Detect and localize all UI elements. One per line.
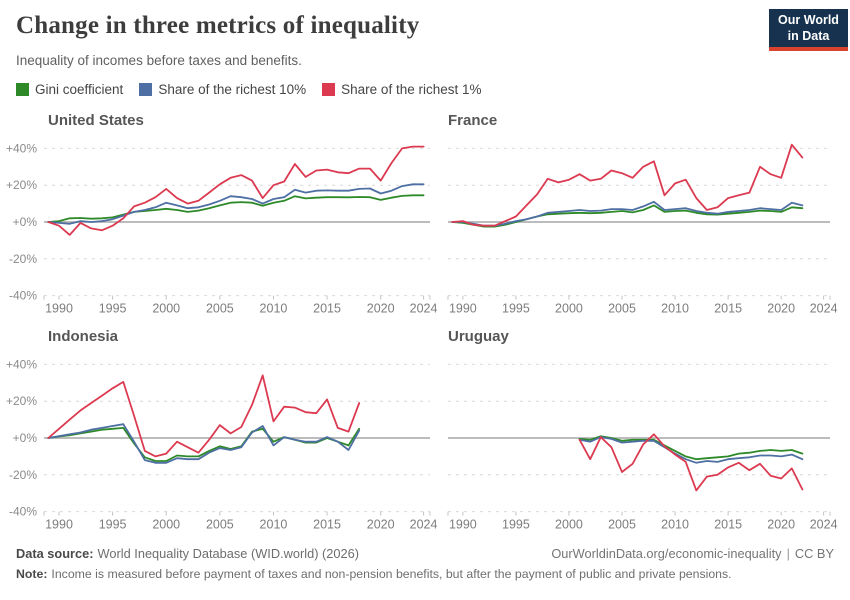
note-label: Note:: [16, 567, 48, 581]
svg-text:2020: 2020: [367, 302, 395, 316]
svg-text:2005: 2005: [608, 518, 636, 532]
svg-text:2000: 2000: [555, 518, 583, 532]
svg-text:2000: 2000: [152, 518, 180, 532]
footer-source: Data source: World Inequality Database (W…: [16, 546, 359, 561]
chart-title-france: France: [448, 112, 498, 129]
indonesia-plot: +40% +20% +0% -20% -40% 1990 1995 2000 2005 2010 2…: [6, 357, 438, 532]
svg-text:+0%: +0%: [13, 431, 38, 445]
svg-text:2000: 2000: [152, 302, 180, 316]
svg-text:2010: 2010: [260, 518, 288, 532]
svg-text:1990: 1990: [45, 302, 73, 316]
svg-text:2020: 2020: [767, 302, 795, 316]
svg-text:+20%: +20%: [6, 394, 37, 408]
svg-text:+40%: +40%: [6, 141, 37, 155]
svg-text:2020: 2020: [367, 518, 395, 532]
top10-swatch-icon: [139, 83, 153, 96]
svg-text:1990: 1990: [449, 302, 477, 316]
svg-text:2010: 2010: [260, 302, 288, 316]
svg-text:1995: 1995: [99, 518, 127, 532]
legend: Gini coefficient Share of the richest 10…: [16, 82, 481, 97]
chart-title-uruguay: Uruguay: [448, 328, 509, 345]
footer-divider: |: [786, 546, 790, 561]
svg-text:2024: 2024: [810, 302, 838, 316]
svg-text:1995: 1995: [502, 518, 530, 532]
svg-text:2024: 2024: [410, 518, 438, 532]
page-subtitle: Inequality of incomes before taxes and b…: [16, 53, 302, 68]
owid-logo[interactable]: Our World in Data: [769, 9, 848, 51]
svg-text:2015: 2015: [714, 518, 742, 532]
owid-logo-line1: Our World: [778, 12, 839, 27]
legend-label-top1: Share of the richest 1%: [341, 82, 482, 97]
svg-text:1995: 1995: [502, 302, 530, 316]
data-source-text: World Inequality Database (WID.world) (2…: [97, 546, 360, 561]
chart-indonesia: Indonesia +40% +20% +0% -20% -40% 1990 1995 200…: [0, 324, 438, 532]
footer-attribution: OurWorldinData.org/economic-inequality | C…: [551, 546, 834, 561]
svg-text:2005: 2005: [608, 302, 636, 316]
svg-text:+40%: +40%: [6, 357, 37, 371]
svg-text:2000: 2000: [555, 302, 583, 316]
footer-note: Note: Income is measured before payment o…: [16, 567, 836, 581]
footer-license: CC BY: [794, 546, 834, 561]
chart-title-indonesia: Indonesia: [48, 328, 119, 345]
svg-text:2020: 2020: [767, 518, 795, 532]
svg-text:-40%: -40%: [9, 289, 37, 303]
svg-text:+20%: +20%: [6, 178, 37, 192]
france-plot: 1990 1995 2000 2005 2010 2015 2020 2024: [447, 143, 838, 316]
legend-label-top10: Share of the richest 10%: [158, 82, 307, 97]
chart-united-states: United States +40% +20% +0% -20% -40% 1990 199…: [0, 108, 438, 316]
legend-item-gini: Gini coefficient: [16, 82, 123, 97]
legend-item-top10: Share of the richest 10%: [139, 82, 306, 97]
chart-france: France 1990 1995 2000 2005 2010 2015 2020 2024: [436, 108, 850, 316]
svg-text:+0%: +0%: [13, 215, 38, 229]
svg-text:2005: 2005: [206, 518, 234, 532]
svg-text:2010: 2010: [661, 518, 689, 532]
gini-swatch-icon: [16, 83, 29, 96]
data-source-label: Data source:: [16, 546, 94, 561]
svg-text:1995: 1995: [99, 302, 127, 316]
chart-title-united-states: United States: [48, 112, 144, 129]
svg-text:2015: 2015: [313, 518, 341, 532]
page-title: Change in three metrics of inequality: [16, 12, 420, 39]
chart-uruguay: Uruguay 1990 1995 2000 2005 2010 2015 2020 2024: [436, 324, 850, 532]
svg-text:2015: 2015: [714, 302, 742, 316]
svg-text:-20%: -20%: [9, 252, 37, 266]
svg-text:1990: 1990: [449, 518, 477, 532]
top1-swatch-icon: [322, 83, 336, 96]
uruguay-plot: 1990 1995 2000 2005 2010 2015 2020 2024: [447, 363, 838, 532]
svg-text:-40%: -40%: [9, 505, 37, 519]
note-text: Income is measured before payment of tax…: [51, 567, 732, 581]
svg-text:2005: 2005: [206, 302, 234, 316]
svg-text:2024: 2024: [810, 518, 838, 532]
svg-text:2015: 2015: [313, 302, 341, 316]
legend-item-top1: Share of the richest 1%: [322, 82, 481, 97]
svg-text:1990: 1990: [45, 518, 73, 532]
svg-text:-20%: -20%: [9, 468, 37, 482]
owid-logo-line2: in Data: [787, 29, 830, 43]
footer-link[interactable]: OurWorldinData.org/economic-inequality: [551, 546, 782, 561]
united-states-plot: +40% +20% +0% -20% -40% 1990 1995 2000 2005 2010 2…: [6, 141, 438, 316]
legend-label-gini: Gini coefficient: [35, 82, 124, 97]
svg-text:2024: 2024: [410, 302, 438, 316]
svg-text:2010: 2010: [661, 302, 689, 316]
